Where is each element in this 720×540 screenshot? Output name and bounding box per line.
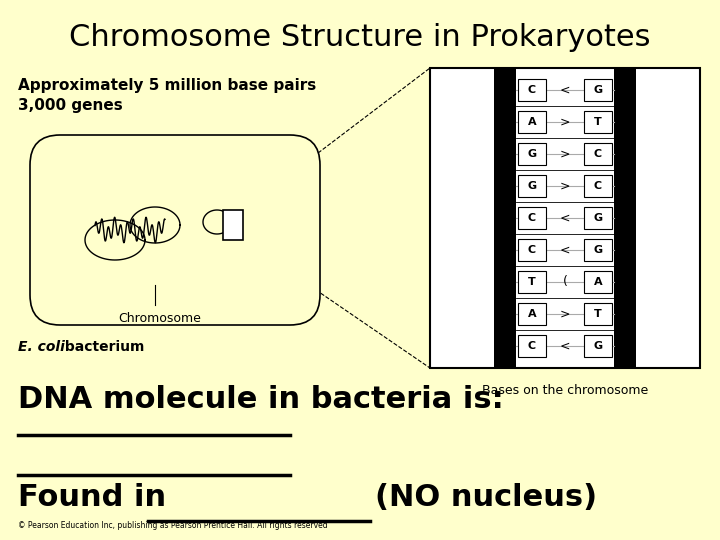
Bar — [584, 271, 612, 293]
Text: (: ( — [562, 275, 567, 288]
Text: >: > — [559, 147, 570, 160]
Text: DNA molecule in bacteria is:: DNA molecule in bacteria is: — [18, 385, 504, 414]
FancyBboxPatch shape — [30, 135, 320, 325]
Text: E. coli: E. coli — [18, 340, 65, 354]
Bar — [614, 68, 636, 368]
Text: Chromosome: Chromosome — [119, 312, 202, 325]
Text: Approximately 5 million base pairs: Approximately 5 million base pairs — [18, 78, 316, 93]
Text: G: G — [593, 85, 603, 95]
Text: T: T — [594, 117, 602, 127]
Text: >: > — [559, 116, 570, 129]
Text: Bases on the chromosome: Bases on the chromosome — [482, 384, 648, 397]
Bar — [494, 68, 516, 368]
Text: A: A — [528, 117, 536, 127]
Text: T: T — [528, 277, 536, 287]
Bar — [518, 207, 546, 229]
Text: <: < — [559, 340, 570, 353]
Bar — [584, 335, 612, 357]
Text: >: > — [559, 307, 570, 321]
Bar — [584, 239, 612, 261]
Text: G: G — [528, 181, 536, 191]
Text: G: G — [528, 149, 536, 159]
Text: G: G — [593, 245, 603, 255]
Text: 3,000 genes: 3,000 genes — [18, 98, 122, 113]
Text: C: C — [528, 85, 536, 95]
Bar — [584, 175, 612, 197]
Text: C: C — [528, 341, 536, 351]
Bar — [584, 207, 612, 229]
Bar — [518, 175, 546, 197]
Bar — [584, 111, 612, 133]
Text: A: A — [594, 277, 603, 287]
Bar — [518, 271, 546, 293]
Bar — [518, 111, 546, 133]
Text: © Pearson Education Inc, publishing as Pearson Prentice Hall. All rights reserve: © Pearson Education Inc, publishing as P… — [18, 521, 328, 530]
Bar — [584, 303, 612, 325]
Text: <: < — [559, 212, 570, 225]
Bar — [518, 335, 546, 357]
Text: G: G — [593, 213, 603, 223]
Text: T: T — [594, 309, 602, 319]
Text: (NO nucleus): (NO nucleus) — [375, 483, 597, 512]
Text: <: < — [559, 244, 570, 256]
Text: C: C — [594, 181, 602, 191]
Text: >: > — [559, 179, 570, 192]
Text: Chromosome Structure in Prokaryotes: Chromosome Structure in Prokaryotes — [69, 24, 651, 52]
Bar — [518, 239, 546, 261]
Text: G: G — [593, 341, 603, 351]
Bar — [584, 143, 612, 165]
Text: A: A — [528, 309, 536, 319]
Text: C: C — [528, 245, 536, 255]
Text: Found in: Found in — [18, 483, 166, 512]
Bar — [518, 143, 546, 165]
Text: <: < — [559, 84, 570, 97]
Bar — [223, 210, 243, 240]
Bar — [518, 79, 546, 101]
Bar — [518, 303, 546, 325]
Bar — [584, 79, 612, 101]
Bar — [430, 68, 700, 368]
Text: C: C — [528, 213, 536, 223]
Text: C: C — [594, 149, 602, 159]
Text: bacterium: bacterium — [60, 340, 145, 354]
